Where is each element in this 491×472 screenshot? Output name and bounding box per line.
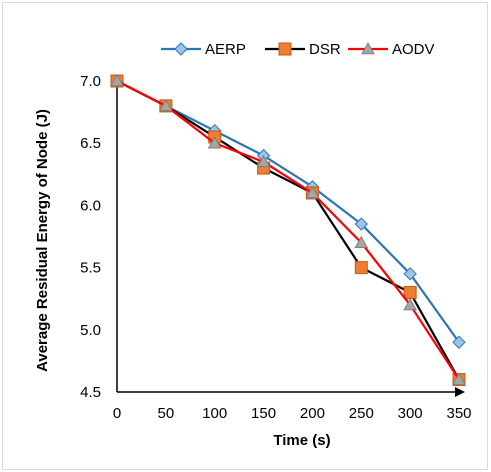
x-tick-label: 100 <box>202 405 227 422</box>
data-point-aerp <box>403 267 417 281</box>
legend-label: AERP <box>205 41 246 58</box>
y-tick-label: 5.5 <box>80 260 101 277</box>
data-point-aodv <box>207 136 222 149</box>
series-dsr <box>110 74 466 387</box>
data-point-aodv <box>305 185 320 199</box>
x-axis-title: Time (s) <box>273 432 330 449</box>
data-point-aerp <box>354 217 368 231</box>
y-tick-label: 6.0 <box>80 197 101 214</box>
legend-item-dsr: DSR <box>265 41 341 58</box>
x-tick-label: 150 <box>251 405 276 422</box>
line-chart: 0 50 100 150 200 250 300 3504.55.05.56.06.57.0 … <box>34 41 472 449</box>
x-tick-label: 200 <box>300 405 325 422</box>
x-tick-label: 300 <box>398 405 423 422</box>
data-point-aodv <box>354 235 369 249</box>
data-point-aodv <box>159 98 173 112</box>
legend-item-aodv: AODV <box>348 41 435 58</box>
series-line-dsr <box>116 80 460 381</box>
y-tick-label: 7.0 <box>80 73 101 90</box>
y-tick-label: 5.0 <box>80 322 101 339</box>
plot-area <box>110 73 466 387</box>
series-line-aodv <box>116 80 460 381</box>
legend-marker <box>278 42 292 56</box>
series-aodv <box>110 73 466 385</box>
legend-item-aerp: AERP <box>161 41 246 58</box>
legend-label: DSR <box>309 41 341 58</box>
data-point-aodv <box>403 297 417 311</box>
y-tick-label: 6.5 <box>80 135 101 152</box>
data-point-aodv <box>256 154 271 168</box>
x-tick-label: 50 <box>158 405 175 422</box>
legend-label: AODV <box>392 41 435 58</box>
x-tick-label: 350 <box>446 405 471 422</box>
y-axis-title: Average Residual Energy of Node (J) <box>34 109 51 372</box>
data-point-dsr <box>403 285 417 299</box>
legend-marker <box>361 41 375 55</box>
data-point-aodv <box>452 372 466 385</box>
x-tick-label: 250 <box>349 405 374 422</box>
y-tick-label: 4.5 <box>80 384 101 401</box>
legend-marker <box>174 42 188 56</box>
data-point-aodv <box>110 73 124 87</box>
x-tick-label: 0 <box>113 405 121 422</box>
legend: AERP DSR AODV <box>161 41 435 58</box>
data-point-dsr <box>354 261 368 275</box>
axes: 0 50 100 150 200 250 300 350 4.5 5.0 5.5 6.0 6.5 7.0 <box>80 73 471 422</box>
data-point-aerp <box>452 335 466 349</box>
